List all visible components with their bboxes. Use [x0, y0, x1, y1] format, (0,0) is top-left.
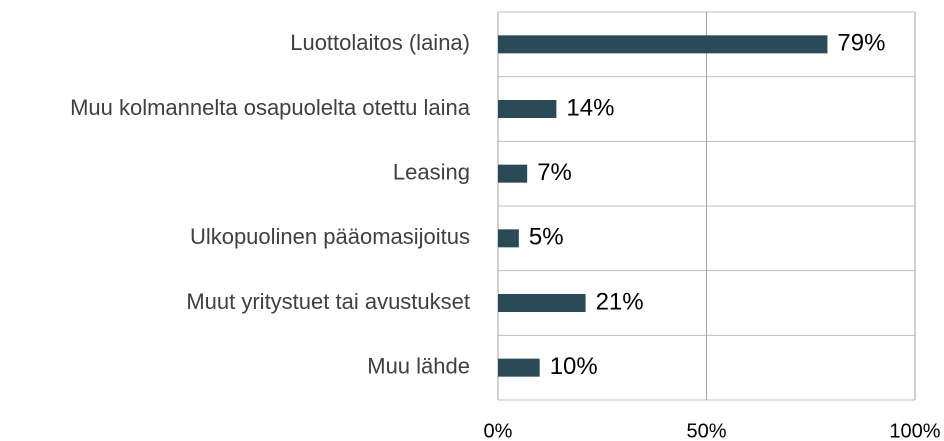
- category-label: Muu lähde: [367, 353, 470, 378]
- bar: [498, 35, 828, 54]
- bar: [498, 229, 519, 248]
- category-label: Muut yritystuet tai avustukset: [186, 289, 470, 314]
- value-label: 14%: [566, 94, 614, 121]
- x-tick-label: 0%: [484, 420, 513, 441]
- bar: [498, 294, 586, 312]
- bar: [498, 100, 557, 118]
- value-label: 5%: [529, 224, 564, 251]
- value-label: 7%: [537, 159, 572, 186]
- value-label: 10%: [550, 353, 598, 380]
- value-label: 79%: [837, 30, 885, 57]
- x-tick-label: 50%: [686, 420, 726, 441]
- category-label: Leasing: [393, 159, 470, 184]
- bar: [498, 358, 540, 377]
- x-tick-label: 100%: [889, 420, 940, 441]
- category-label: Ulkopuolinen pääomasijoitus: [190, 224, 470, 249]
- value-label: 21%: [596, 288, 644, 315]
- category-label: Muu kolmannelta osapuolelta otettu laina: [70, 95, 471, 120]
- bar: [498, 164, 528, 183]
- category-label: Luottolaitos (laina): [290, 30, 470, 55]
